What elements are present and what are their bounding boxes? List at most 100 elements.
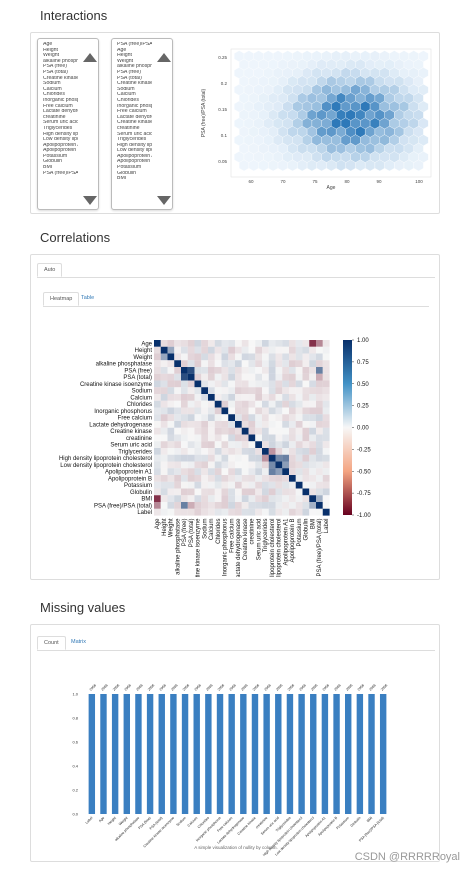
y-variable-option[interactable]: Calcium (117, 92, 136, 98)
y-variable-option[interactable]: PSA (free)/PSA (117, 42, 152, 47)
x-variable-option[interactable]: Creatine kinase (43, 75, 78, 81)
heatmap-cell (255, 468, 263, 476)
x-variable-option[interactable]: Weight (43, 53, 60, 59)
heatmap-cell (316, 394, 323, 401)
heatmap-cell (309, 495, 317, 503)
y-variable-option[interactable]: Apolipoprotein B (117, 159, 152, 165)
heatmap-cell (275, 441, 283, 449)
y-variable-option[interactable]: Sodium (117, 86, 135, 92)
x-variable-option[interactable]: Age (43, 42, 53, 47)
x-variable-option[interactable]: Free calcium (43, 103, 73, 109)
heatmap-cell (187, 414, 195, 422)
heatmap-cell (248, 367, 256, 374)
x-variable-options[interactable]: Age Height Weight alkaline phosph PSA (free)… (43, 42, 78, 176)
heatmap-cell (167, 508, 175, 516)
y-variable-option[interactable]: alkaline phosph (117, 64, 152, 70)
y-variable-option[interactable]: Potassium (117, 165, 142, 171)
y-variable-option[interactable]: Serum uric acid (117, 131, 152, 137)
heatmap-cell (154, 441, 161, 449)
y-variable-option[interactable]: Chlorides (117, 97, 139, 103)
heatmap-cell (214, 421, 222, 428)
y-variable-option[interactable]: Triglycerides (117, 137, 147, 143)
heatmap-col-label: creatinine (250, 518, 256, 545)
heatmap-cell (268, 475, 276, 482)
heatmap-cell (194, 475, 202, 482)
y-variable-option[interactable]: PSA (total) (117, 75, 142, 81)
heatmap-cell (262, 441, 269, 449)
x-variable-option[interactable]: PSA (total) (43, 69, 68, 75)
y-variable-option[interactable]: Inorganic phosp (117, 103, 152, 109)
missing-values-panel: Count Matrix 1.0 0.8 0.6 0.4 0.2 0.0 2956 Label… (30, 624, 440, 862)
missing-bar (88, 694, 96, 814)
x-variable-option[interactable]: Calcium (43, 86, 62, 92)
y-variable-select[interactable]: PSA (free)/PSA Age Height Weight alkaline ph… (111, 38, 173, 210)
x-variable-option[interactable]: alkaline phosph (43, 58, 78, 64)
heatmap-cell (241, 367, 249, 374)
y-variable-option[interactable]: Lactate dehydro (117, 114, 152, 120)
x-variable-option[interactable]: Apolipoprotein B (43, 148, 78, 154)
scroll-down-icon[interactable] (157, 196, 171, 205)
y-variable-option[interactable]: Height (117, 53, 132, 59)
heatmap-cell (160, 414, 168, 422)
tab-table[interactable]: Table (81, 295, 95, 301)
y-variable-option[interactable]: Creatine kinase (117, 120, 152, 126)
correlations-panel: Auto Heatmap Table Age Age Height Height Wei… (30, 254, 440, 580)
x-variable-option[interactable]: Lactate dehydro (43, 109, 78, 115)
x-variable-option[interactable]: Height (43, 47, 58, 53)
y-variable-option[interactable]: BMI (117, 176, 127, 182)
x-variable-option[interactable]: BMI (43, 165, 53, 171)
heatmap-cell (214, 475, 222, 482)
heatmap-col-label: PSA (free) (182, 519, 188, 547)
x-variable-option[interactable]: Triglycerides (43, 125, 73, 131)
heatmap-cell (174, 340, 182, 347)
heatmap-cell (282, 387, 290, 395)
x-variable-option[interactable]: Potassium (43, 153, 68, 159)
x-variable-option[interactable]: Chlorides (43, 92, 65, 98)
y-variable-option[interactable]: creatinine (117, 125, 140, 131)
heatmap-cell (241, 353, 249, 361)
heatmap-cell (248, 387, 256, 395)
heatmap-cell (154, 360, 161, 368)
x-variable-option[interactable]: Globulin (43, 159, 63, 165)
tab-count[interactable]: Count (37, 636, 66, 650)
heatmap-cell (262, 481, 269, 489)
tab-heatmap[interactable]: Heatmap (43, 292, 80, 306)
heatmap-cell (167, 468, 175, 476)
heatmap-cell (181, 367, 188, 374)
heatmap-cell (214, 387, 222, 395)
scroll-up-icon[interactable] (83, 53, 97, 62)
tab-auto[interactable]: Auto (37, 263, 63, 277)
heatmap-cell (187, 427, 195, 435)
heatmap-cell (275, 488, 283, 496)
y-variable-option[interactable]: Creatine kinase (117, 81, 152, 87)
scroll-down-icon[interactable] (83, 196, 97, 205)
x-variable-option[interactable]: Sodium (43, 81, 61, 87)
y-variable-option[interactable]: PSA (free) (117, 69, 141, 75)
heatmap-cell (208, 488, 215, 496)
heatmap-cell (255, 441, 263, 449)
y-variable-option[interactable]: Apolipoprotein A (117, 153, 152, 159)
x-variable-select[interactable]: Age Height Weight alkaline phosph PSA (free)… (37, 38, 99, 210)
y-variable-option[interactable]: Free calcium (117, 109, 147, 115)
heatmap-cell (262, 407, 269, 415)
y-variable-option[interactable]: Weight (117, 58, 134, 64)
heatmap-cell (295, 448, 303, 455)
x-variable-option[interactable]: Serum uric acid (43, 120, 78, 126)
y-variable-option[interactable]: Globulin (117, 170, 137, 176)
x-variable-option[interactable]: High density lipo (43, 131, 78, 137)
x-variable-option[interactable]: creatinine (43, 114, 66, 120)
x-variable-option[interactable]: PSA (free) (43, 64, 67, 70)
y-variable-option[interactable]: High density lipo (117, 142, 152, 148)
scroll-up-icon[interactable] (157, 53, 171, 62)
heatmap-cell (295, 400, 303, 408)
heatmap-cell (228, 360, 236, 368)
y-variable-option[interactable]: Age (117, 47, 127, 53)
tab-matrix[interactable]: Matrix (71, 639, 86, 645)
y-variable-option[interactable]: Low density lipo (117, 148, 152, 154)
heatmap-cell (241, 407, 249, 415)
y-variable-options[interactable]: PSA (free)/PSA Age Height Weight alkaline ph… (117, 42, 152, 182)
x-variable-option[interactable]: Inorganic phosp (43, 97, 78, 103)
x-variable-option[interactable]: Low density lipo (43, 137, 78, 143)
x-variable-option[interactable]: Apolipoprotein A (43, 142, 78, 148)
x-variable-option[interactable]: PSA (free)/PSA (43, 170, 78, 176)
